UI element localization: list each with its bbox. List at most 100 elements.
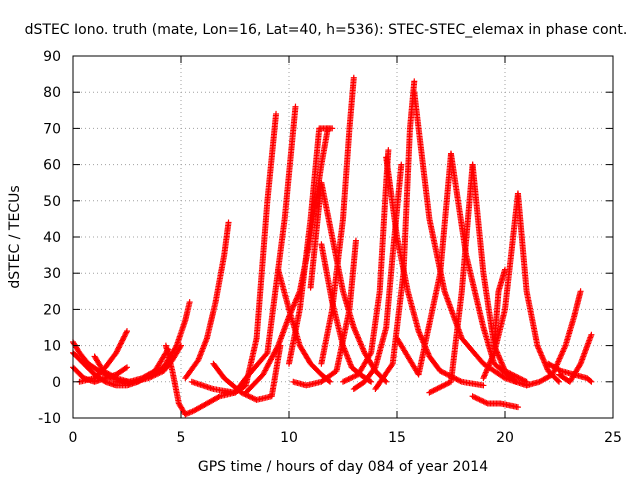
data-point — [115, 344, 122, 351]
x-tick-label: 25 — [604, 430, 622, 446]
data-point — [398, 161, 405, 168]
data-point — [346, 375, 353, 382]
data-point — [454, 376, 461, 383]
data-point — [115, 345, 122, 352]
data-point — [111, 374, 118, 381]
data-point — [435, 384, 442, 391]
data-series — [448, 150, 519, 385]
data-point — [352, 237, 359, 244]
x-tick-label: 20 — [496, 430, 514, 446]
data-point — [273, 110, 280, 117]
data-point — [118, 338, 125, 345]
data-point — [121, 332, 128, 339]
data-point — [124, 328, 130, 335]
data-point — [225, 219, 232, 226]
data-point — [350, 74, 357, 81]
data-point — [438, 368, 445, 375]
data-point — [327, 378, 334, 385]
data-point — [429, 388, 436, 395]
data-point — [442, 370, 449, 377]
data-point — [340, 378, 346, 385]
data-point — [186, 299, 193, 306]
x-tick-label: 10 — [280, 430, 298, 446]
data-marks — [70, 74, 595, 418]
x-axis-label: GPS time / hours of day 084 of year 2014 — [198, 459, 488, 475]
x-axis: 0 5 10 15 20 25 — [69, 56, 622, 446]
data-point — [113, 348, 120, 355]
data-series — [221, 103, 299, 396]
data-point — [439, 382, 446, 389]
data-point — [116, 343, 123, 350]
y-tick-label: 60 — [43, 158, 61, 174]
data-point — [456, 377, 463, 384]
data-series — [469, 393, 521, 411]
data-point — [245, 392, 252, 399]
y-tick-label: 10 — [43, 339, 61, 355]
data-point — [441, 369, 448, 376]
data-point — [215, 394, 222, 401]
data-point — [388, 361, 395, 368]
data-point — [350, 373, 357, 380]
data-point — [114, 347, 121, 354]
data-point — [119, 337, 126, 344]
data-point — [122, 330, 129, 337]
data-point — [329, 125, 336, 132]
data-point — [367, 351, 374, 358]
y-tick-label: 90 — [43, 49, 61, 65]
data-point — [292, 103, 299, 110]
y-tick-label: 70 — [43, 121, 61, 137]
data-point — [480, 382, 487, 389]
data-point — [577, 288, 584, 295]
y-tick-label: 40 — [43, 230, 61, 246]
data-point — [441, 382, 448, 389]
data-point — [250, 395, 257, 402]
data-series — [76, 328, 130, 385]
data-point — [457, 378, 464, 385]
data-point — [514, 404, 521, 411]
data-point — [120, 334, 127, 341]
data-series — [340, 147, 392, 385]
data-point — [122, 365, 129, 372]
data-point — [433, 386, 440, 393]
data-point — [371, 365, 378, 372]
data-series — [350, 161, 405, 393]
data-point — [117, 340, 124, 347]
y-tick-label: 30 — [43, 266, 61, 282]
data-point — [430, 387, 437, 394]
data-point — [349, 374, 356, 381]
data-point — [411, 78, 418, 85]
data-point — [434, 385, 441, 392]
data-series — [394, 150, 454, 378]
x-tick-label: 5 — [177, 430, 186, 446]
y-tick-label: 50 — [43, 194, 61, 210]
data-point — [123, 329, 130, 336]
y-tick-label: 20 — [43, 302, 61, 318]
grid — [73, 56, 613, 418]
data-point — [121, 333, 128, 340]
data-series — [134, 299, 193, 385]
data-point — [248, 394, 255, 401]
data-point — [445, 380, 452, 387]
data-point — [453, 376, 460, 383]
data-point — [341, 378, 348, 385]
data-series — [182, 219, 232, 382]
data-point — [274, 343, 281, 350]
data-point — [443, 380, 450, 387]
data-point — [172, 343, 179, 350]
data-point — [348, 374, 355, 381]
data-point — [345, 376, 352, 383]
data-series — [372, 78, 418, 393]
data-point — [437, 367, 444, 374]
y-tick-label: 80 — [43, 85, 61, 101]
data-point — [246, 393, 253, 400]
data-point — [249, 394, 256, 401]
data-point — [439, 369, 446, 376]
x-tick-label: 0 — [69, 430, 78, 446]
data-point — [385, 147, 392, 154]
y-axis-label: dSTEC / TECUs — [7, 185, 23, 288]
data-point — [383, 378, 390, 385]
data-point — [263, 351, 270, 358]
data-series — [514, 190, 562, 385]
data-point — [368, 378, 375, 385]
